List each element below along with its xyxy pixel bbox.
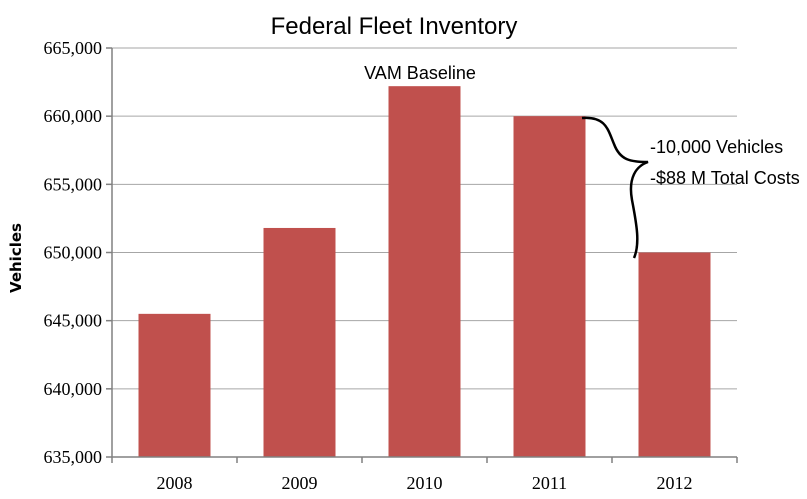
bar-2010 [388,86,461,457]
y-axis-label: Vehicles [7,223,25,293]
x-tick-label: 2011 [532,473,567,493]
bar-2012 [638,252,711,457]
reduction-brace [581,116,649,259]
y-tick-label: 635,000 [44,447,103,467]
y-tick-labels: 635,000 640,000 645,000 650,000 655,000 660,0… [44,38,103,467]
bar-2009 [263,227,336,457]
reduction-costs-label: -$88 M Total Costs [650,168,800,188]
x-tick-label: 2009 [282,473,318,493]
y-tick-label: 645,000 [44,311,103,331]
y-tick-label: 640,000 [44,379,103,399]
x-tick-labels: 2008 2009 2010 2011 2012 [157,473,693,493]
chart-title: Federal Fleet Inventory [271,13,518,40]
x-tick-label: 2008 [157,473,193,493]
x-tick-label: 2010 [407,473,443,493]
x-tick-label: 2012 [657,473,693,493]
bar-2008 [138,313,211,457]
bars-group [138,86,711,458]
reduction-vehicles-label: -10,000 Vehicles [650,137,783,157]
y-tick-label: 655,000 [44,174,103,194]
bar-2011 [513,116,586,458]
axes-group [106,47,738,463]
y-tick-label: 650,000 [44,243,103,263]
y-tick-label: 660,000 [44,106,103,126]
y-tick-label: 665,000 [44,38,103,58]
vam-baseline-label: VAM Baseline [364,63,476,83]
